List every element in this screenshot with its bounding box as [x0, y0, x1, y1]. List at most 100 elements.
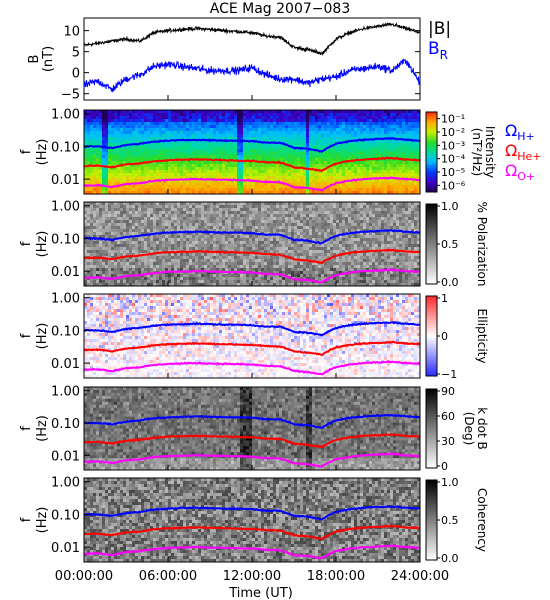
spectrogram-cell [150, 176, 154, 180]
spectrogram-cell [90, 247, 94, 251]
spectrogram-cell [381, 161, 385, 165]
spectrogram-cell [345, 137, 349, 141]
spectrogram-cell [120, 110, 124, 114]
spectrogram-cell [222, 208, 226, 212]
spectrogram-cell [417, 122, 421, 126]
spectrogram-cell [186, 271, 190, 275]
spectrogram-cell [249, 220, 253, 224]
spectrogram-cell [186, 161, 190, 165]
spectrogram-cell [261, 265, 265, 269]
spectrogram-cell [129, 185, 133, 189]
spectrogram-cell [297, 140, 301, 144]
spectrogram-cell [168, 137, 172, 141]
spectrogram-cell [312, 113, 316, 117]
spectrogram-cell [171, 188, 175, 192]
spectrogram-cell [261, 202, 265, 206]
spectrogram-cell [99, 283, 103, 287]
spectrogram-cell [378, 161, 382, 165]
colorbar-segment [426, 141, 437, 144]
spectrogram-cell [99, 259, 103, 263]
spectrogram-cell [186, 265, 190, 269]
spectrogram-cell [213, 208, 217, 212]
spectrogram-cell [153, 137, 157, 141]
spectrogram-cell [156, 188, 160, 192]
spectrogram-cell [342, 164, 346, 168]
spectrogram-cell [138, 271, 142, 275]
spectrogram-cell [255, 182, 259, 186]
spectrogram-cell [228, 137, 232, 141]
spectrogram-cell [411, 167, 415, 171]
spectrogram-cell [252, 173, 256, 177]
spectrogram-cell [171, 119, 175, 123]
spectrogram-cell [249, 143, 253, 147]
spectrogram-cell [180, 262, 184, 266]
spectrogram-cell [93, 137, 97, 141]
spectrogram-cell [162, 259, 166, 263]
spectrogram-cell [183, 271, 187, 275]
spectrogram-cell [165, 265, 169, 269]
spectrogram-cell [171, 277, 175, 281]
spectrogram-cell [234, 232, 238, 236]
spectrogram-cell [162, 191, 166, 195]
spectrogram-cell [120, 265, 124, 269]
colorbar-segment [426, 180, 437, 182]
spectrogram-cell [369, 134, 373, 138]
spectrogram-cell [144, 143, 148, 147]
spectrogram-cell [171, 241, 175, 245]
spectrogram-cell [168, 253, 172, 257]
spectrogram-cell [405, 128, 409, 132]
spectrogram-cell [180, 119, 184, 123]
spectrogram-cell [84, 253, 88, 257]
spectrogram-cell [132, 125, 136, 129]
spectrogram-cell [102, 265, 106, 269]
spectrogram-cell [390, 170, 394, 174]
spectrogram-cell [114, 208, 118, 212]
spectrogram-cell [90, 238, 94, 242]
spectrogram-cell [246, 259, 250, 263]
spectrogram-cell [357, 128, 361, 132]
spectrogram-cell [168, 217, 172, 221]
spectrogram-cell [399, 119, 403, 123]
spectrogram-cell [288, 146, 292, 150]
spectrogram-cell [405, 155, 409, 159]
spectrogram-cell [198, 268, 202, 272]
spectrogram-cell [225, 128, 229, 132]
spectrogram-cell [246, 122, 250, 126]
spectrogram-cell [141, 250, 145, 254]
spectrogram-cell [234, 143, 238, 147]
spectrogram-cell [303, 140, 307, 144]
spectrogram-cell [201, 140, 205, 144]
spectrogram-cell [120, 253, 124, 257]
spectrogram-cell [216, 155, 220, 159]
spectrogram-cell [318, 167, 322, 171]
spectrogram-cell [195, 271, 199, 275]
spectrogram-cell [159, 205, 163, 209]
colorbar-segment [426, 132, 437, 134]
spectrogram-cell [366, 161, 370, 165]
spectrogram-cell [381, 143, 385, 147]
spectrogram-cell [339, 191, 343, 195]
spectrogram-cell [153, 265, 157, 269]
spectrogram-cell [219, 176, 223, 180]
spectrogram-cell [147, 173, 151, 177]
spectrogram-cell [330, 170, 334, 174]
spectrogram-cell [147, 128, 151, 132]
spectrogram-cell [270, 205, 274, 209]
spectrogram-cell [267, 167, 271, 171]
spectrogram-cell [357, 149, 361, 153]
spectrogram-cell [195, 247, 199, 251]
spectrogram-cell [405, 119, 409, 123]
spectrogram-cell [267, 176, 271, 180]
spectrogram-cell [246, 268, 250, 272]
spectrogram-cell [99, 113, 103, 117]
spectrogram-cell [168, 271, 172, 275]
spectrogram-cell [267, 235, 271, 239]
spectrogram-cell [195, 274, 199, 278]
spectrogram-cell [258, 259, 262, 263]
spectrogram-cell [162, 143, 166, 147]
spectrogram-cell [276, 125, 280, 129]
spectrogram-cell [102, 131, 106, 135]
spectrogram-cell [240, 226, 244, 230]
spectrogram-cell [225, 137, 229, 141]
spectrogram-cell [183, 277, 187, 281]
